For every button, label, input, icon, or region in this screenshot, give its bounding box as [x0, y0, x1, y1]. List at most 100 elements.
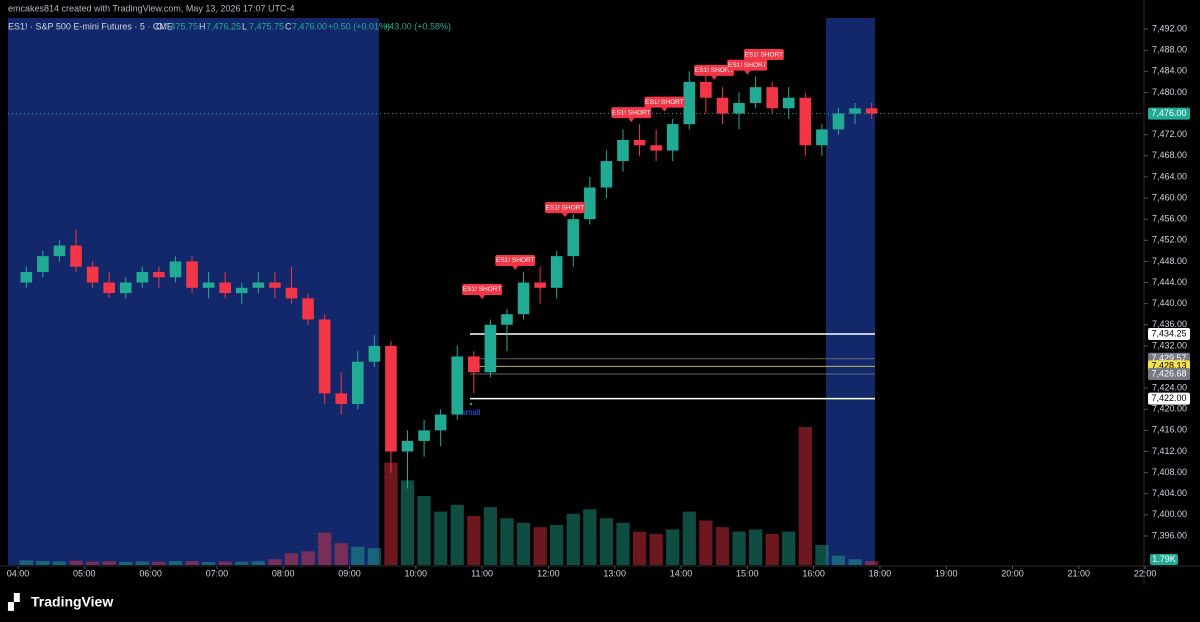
volume-bar [815, 544, 829, 565]
signal: ES1! SHORT [611, 107, 652, 123]
signal-label: ES1! SHORT [496, 257, 535, 264]
x-tick-label: 09:00 [338, 568, 361, 578]
signal-pointer [711, 75, 718, 80]
candle-body [501, 314, 513, 325]
y-tick-label: 7,452.00 [1152, 235, 1187, 245]
volume-bar [632, 531, 647, 565]
candle-body [550, 256, 563, 288]
y-tick-label: 7,444.00 [1152, 277, 1187, 287]
candle-body [451, 356, 464, 415]
candle-body [335, 393, 348, 404]
x-tick-label: 05:00 [73, 568, 96, 578]
volume-bar [434, 511, 448, 565]
signal-pointer [512, 265, 519, 270]
signal-pointer [479, 295, 486, 300]
volume-bar [699, 520, 713, 565]
candle-body [37, 256, 49, 272]
y-tick-label: 7,460.00 [1152, 192, 1187, 202]
volume-bar [119, 561, 133, 565]
candle-body [401, 440, 414, 452]
y-tick-label: 7,396.00 [1152, 530, 1187, 540]
x-tick-label: 12:00 [537, 568, 560, 578]
candle-body [567, 219, 580, 257]
candle-body [153, 271, 165, 278]
price-label: 7,426.68 [1151, 368, 1186, 378]
candle-body [650, 145, 662, 151]
volume-bar [284, 553, 299, 565]
volume-bar [36, 560, 50, 565]
signal-label: ES1! SHORT [745, 51, 784, 58]
y-tick-label: 7,440.00 [1152, 298, 1187, 308]
candle-body [600, 161, 613, 188]
volume-bar [85, 561, 100, 565]
price-label: 7,476.00 [1151, 108, 1186, 118]
session-shade [8, 18, 379, 565]
y-tick-label: 7,484.00 [1152, 66, 1187, 76]
volume-bar [682, 511, 696, 565]
candle-body [219, 282, 231, 294]
candle-body [53, 245, 66, 257]
volume-bar [384, 462, 398, 565]
y-tick-label: 7,424.00 [1152, 382, 1187, 392]
candle-body [799, 97, 812, 146]
signal-box [743, 49, 784, 61]
candle-body [136, 271, 149, 283]
y-tick-label: 7,416.00 [1152, 425, 1187, 435]
volume-bar [135, 561, 149, 565]
legend-text: 7,476.00 [292, 21, 327, 31]
signal-box [727, 59, 768, 71]
brand: TradingView [31, 594, 113, 610]
volume-bar [533, 527, 547, 565]
signal-box [544, 202, 585, 214]
volume-bar [52, 561, 67, 565]
y-tick-label: 7,456.00 [1152, 214, 1187, 224]
y-tick-label: 7,448.00 [1152, 256, 1187, 266]
volume-bar [864, 561, 879, 565]
candle-body [633, 139, 646, 146]
volume-bar [599, 518, 614, 565]
candle-body [368, 345, 381, 362]
volume-bar [318, 532, 332, 565]
price-label-box [1148, 107, 1190, 120]
price-label-box [1148, 392, 1190, 405]
price-label: 7,434.25 [1151, 328, 1186, 338]
y-tick-label: 7,408.00 [1152, 467, 1187, 477]
candle-body [584, 187, 596, 220]
signal-label: ES1! SHORT [695, 67, 734, 74]
volume-bar [500, 518, 514, 565]
y-tick-label: 7,472.00 [1152, 129, 1187, 139]
signal: ES1! SHORT [644, 96, 685, 112]
candle-body [484, 324, 497, 373]
y-tick-label: 7,488.00 [1152, 45, 1187, 55]
candle-body [302, 298, 314, 320]
x-tick-label: 06:00 [139, 568, 162, 578]
volume-bar [765, 533, 779, 565]
x-tick-label: 11:00 [471, 568, 493, 578]
legend-text: C [285, 21, 292, 31]
x-tick-label: 04:00 [7, 568, 30, 578]
volume-bar [649, 533, 663, 565]
x-tick-label: 22:00 [1134, 568, 1157, 578]
candle-body [700, 81, 712, 98]
volume-bar [301, 551, 315, 565]
legend-text: L [242, 21, 247, 31]
x-tick-label: 10:00 [405, 568, 428, 578]
price-label-box [1148, 367, 1190, 380]
volume-bar [798, 427, 812, 565]
candle-body [70, 245, 82, 267]
candle-body [269, 282, 281, 288]
x-tick-label: 07:00 [206, 568, 229, 578]
signal: ES1! SHORT [694, 64, 735, 80]
volume-bar [748, 529, 763, 565]
volume-label-box [1150, 554, 1178, 565]
signal-label: ES1! SHORT [728, 62, 767, 69]
x-tick-label: 13:00 [603, 568, 626, 578]
volume-bar [715, 527, 730, 565]
y-tick-label: 7,412.00 [1152, 446, 1187, 456]
y-tick-label: 7,480.00 [1152, 87, 1187, 97]
candle-body [318, 319, 331, 394]
candle-body [434, 414, 447, 431]
volume-bar [566, 513, 580, 565]
candle-body [849, 108, 861, 114]
